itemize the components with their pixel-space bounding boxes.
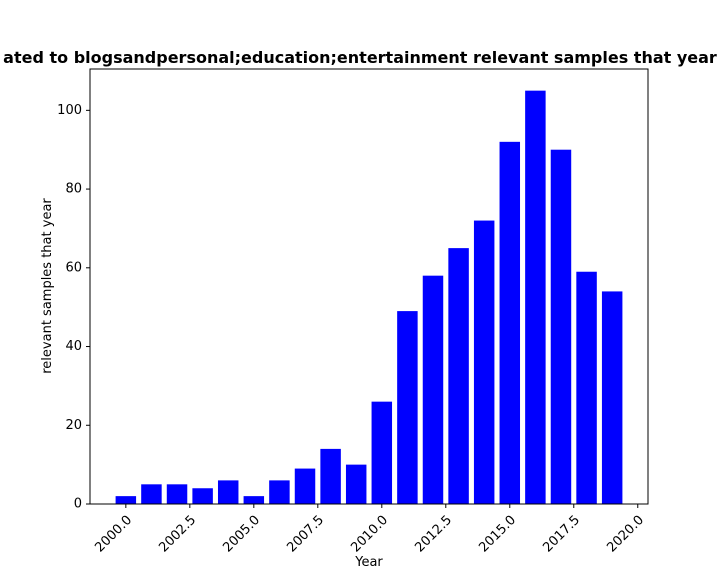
bar-2012 bbox=[422, 275, 444, 504]
x-tick-label: 2005.0 bbox=[220, 513, 263, 556]
bar-2010 bbox=[371, 401, 393, 504]
bar-2006 bbox=[269, 480, 290, 504]
x-tick-label: 2000.0 bbox=[92, 513, 135, 556]
chart-title: ated to blogsandpersonal;education;enter… bbox=[3, 48, 717, 67]
x-tick-label: 2012.5 bbox=[412, 513, 455, 556]
y-tick-label: 0 bbox=[74, 497, 82, 512]
bars-layer bbox=[115, 90, 623, 505]
bar-2009 bbox=[345, 464, 367, 504]
y-tick-label: 40 bbox=[65, 339, 82, 354]
x-tick-label: 2007.5 bbox=[284, 513, 327, 556]
y-tick-label: 80 bbox=[65, 182, 82, 197]
bar-2005 bbox=[243, 496, 265, 504]
bar-2001 bbox=[141, 484, 162, 504]
bar-2019 bbox=[601, 291, 623, 504]
bar-2016 bbox=[525, 90, 546, 505]
y-axis-label: relevant samples that year bbox=[40, 198, 55, 374]
bar-2002 bbox=[166, 484, 188, 504]
x-axis-label: Year bbox=[354, 555, 383, 570]
bar-2013 bbox=[448, 248, 469, 504]
bar-2015 bbox=[499, 141, 521, 504]
y-tick-label: 20 bbox=[65, 418, 82, 433]
bar-2003 bbox=[192, 488, 213, 504]
plot-frame bbox=[89, 68, 649, 505]
bar-2018 bbox=[576, 271, 597, 504]
bar-2000 bbox=[115, 496, 137, 504]
bar-2004 bbox=[217, 480, 239, 504]
x-axis: 2000.0 2002.5 2005.0 2007.5 2010.0 2012.5 2015… bbox=[92, 504, 647, 555]
bar-2008 bbox=[320, 448, 341, 504]
bar-2007 bbox=[294, 468, 316, 504]
bar-2011 bbox=[397, 311, 418, 504]
x-tick-label: 2002.5 bbox=[156, 513, 199, 556]
y-tick-label: 60 bbox=[65, 260, 82, 275]
x-tick-label: 2015.0 bbox=[476, 513, 519, 556]
bar-2017 bbox=[550, 149, 572, 504]
y-tick-label: 100 bbox=[57, 103, 82, 118]
x-tick-label: 2020.0 bbox=[604, 513, 647, 556]
x-tick-label: 2010.0 bbox=[348, 513, 391, 556]
bar-2014 bbox=[473, 220, 495, 504]
y-axis: 0 20 40 60 80 100 bbox=[57, 103, 90, 512]
x-tick-label: 2017.5 bbox=[540, 513, 583, 556]
